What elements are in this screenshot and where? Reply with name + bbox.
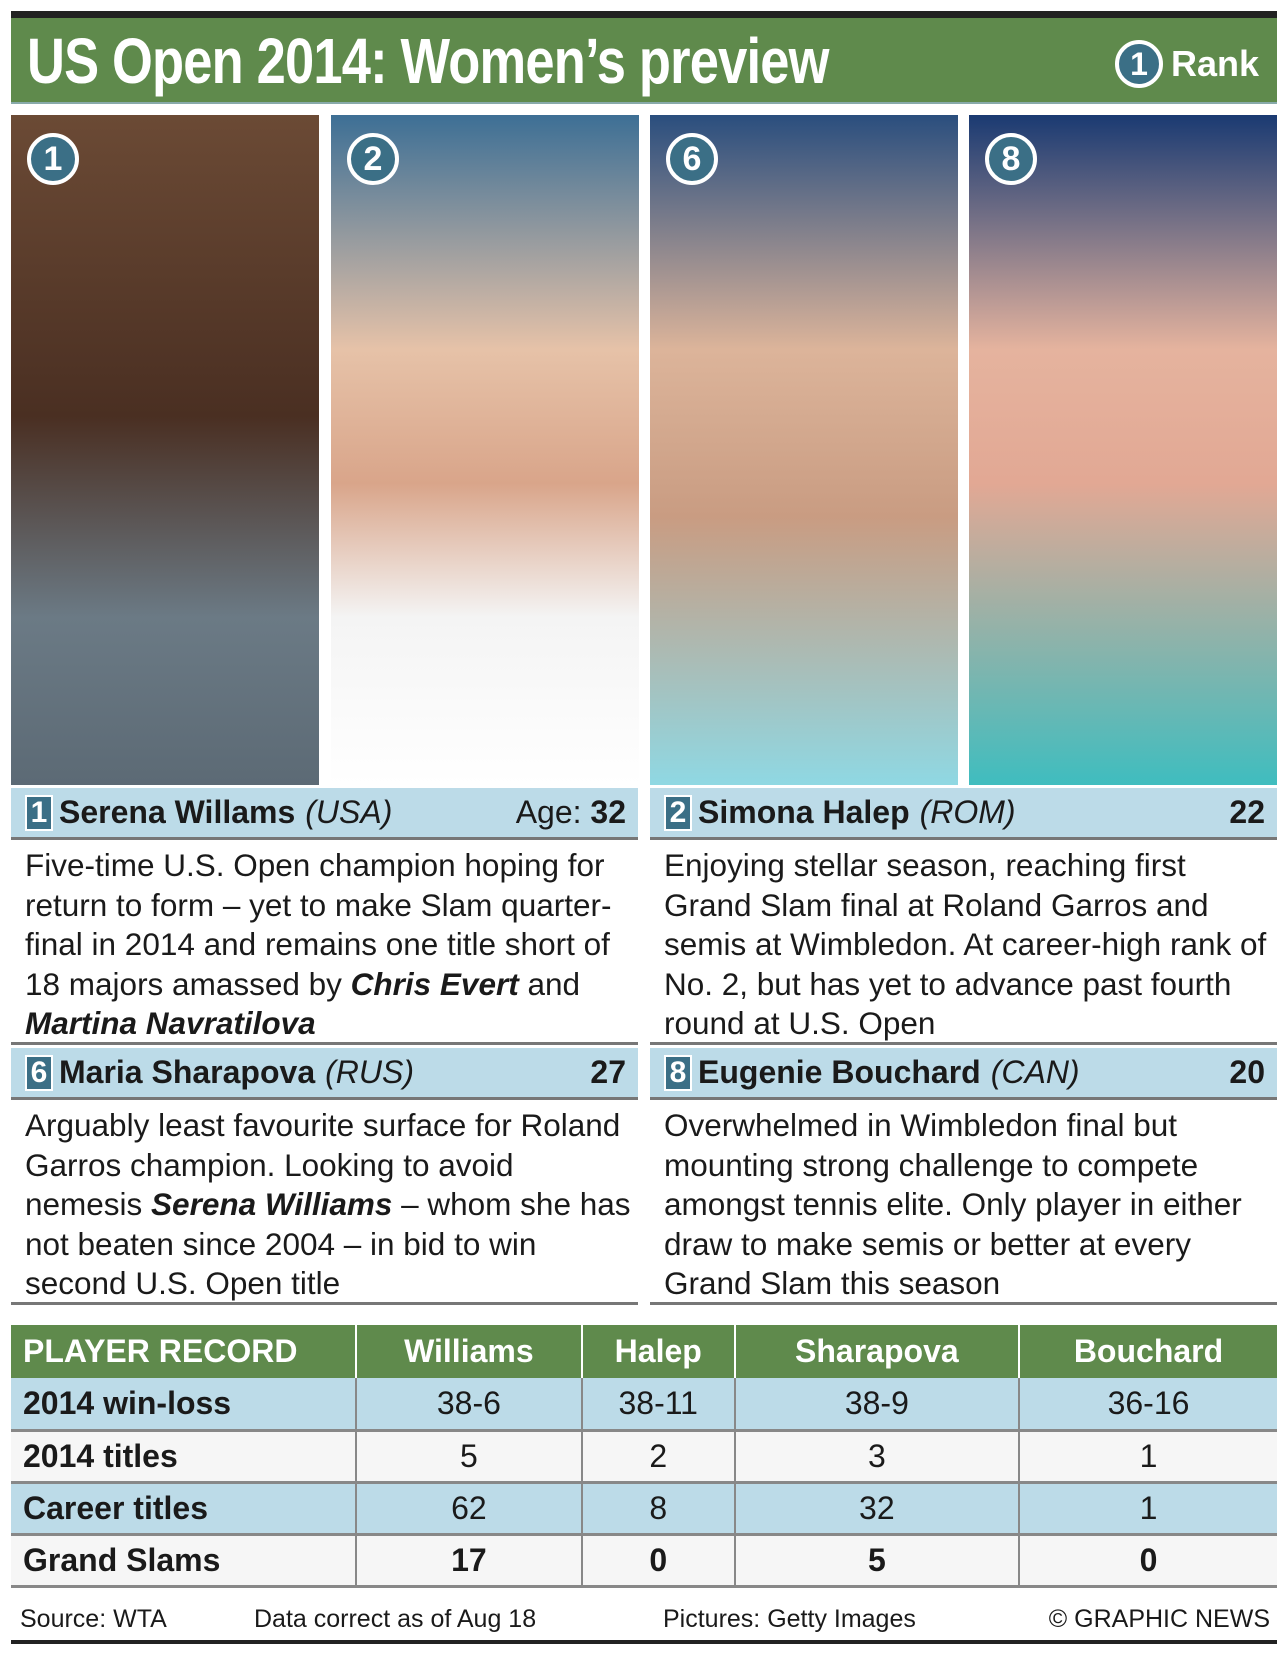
table-cell: 62 [355, 1482, 582, 1536]
table-row: Career titles 62 8 32 1 [11, 1482, 1277, 1536]
table-cell: 5 [355, 1430, 582, 1484]
player-name: Simona Halep [698, 794, 910, 830]
player-name: Serena Willams [59, 794, 296, 830]
player-age: 22 [1229, 794, 1265, 831]
table-cell: 5 [733, 1534, 1019, 1588]
table-cell: 38-9 [733, 1378, 1019, 1432]
eugenie-bouchard-photo: 8 [969, 115, 1277, 785]
table-cell: 38-6 [355, 1378, 582, 1432]
row-label: Grand Slams [11, 1534, 356, 1588]
table-cell: 2 [580, 1430, 735, 1484]
rank-badge-icon: 1 [27, 133, 79, 185]
rank-badge-icon: 6 [666, 133, 718, 185]
rank-legend: 1 Rank [1114, 40, 1259, 88]
column-header: PLAYER RECORD [11, 1325, 356, 1378]
table-cell: 17 [355, 1534, 582, 1588]
rank-square: 2 [664, 794, 692, 831]
simona-halep-photo: 2 [331, 115, 639, 785]
table-row: 2014 titles 5 2 3 1 [11, 1430, 1277, 1484]
table-cell: 3 [733, 1430, 1019, 1484]
column-header: Bouchard [1017, 1325, 1277, 1378]
column-header: Sharapova [733, 1325, 1019, 1378]
player-age: Age: 32 [516, 794, 626, 831]
footer: Source: WTA Data correct as of Aug 18 Pi… [20, 1605, 1270, 1637]
player-description: Overwhelmed in Wimbledon final but mount… [650, 1100, 1277, 1305]
pictures-credit: Pictures: Getty Images [663, 1605, 916, 1633]
table-cell: 38-11 [580, 1378, 735, 1432]
age-value: 22 [1229, 794, 1265, 830]
description-text: and [518, 965, 581, 1002]
copyright: © GRAPHIC NEWS [1048, 1605, 1270, 1633]
table-cell: 1 [1017, 1430, 1277, 1484]
rank-square: 1 [25, 794, 53, 831]
table-cell: 0 [580, 1534, 735, 1588]
header-bar: US Open 2014: Women’s preview 1 Rank [11, 18, 1277, 104]
table-row: Grand Slams 17 0 5 0 [11, 1534, 1277, 1588]
table-cell: 1 [1017, 1482, 1277, 1536]
table-cell: 0 [1017, 1534, 1277, 1588]
bottom-rule [11, 1640, 1277, 1644]
table-row: 2014 win-loss 38-6 38-11 38-9 36-16 [11, 1378, 1277, 1432]
player-name-bar: 1 Serena Willams (USA) Age: 32 [11, 788, 638, 840]
row-label: Career titles [11, 1482, 356, 1536]
description-text: Arguably least favourite surface for Rol… [25, 1107, 621, 1222]
highlighted-name: Serena Williams [151, 1186, 393, 1222]
player-name-bar: 2 Simona Halep (ROM) 22 [650, 788, 1277, 840]
highlighted-name: Chris Evert [350, 965, 519, 1002]
highlighted-name: Martina Navratilova [25, 1005, 316, 1041]
age-label: Age: [515, 794, 582, 830]
table-cell: 8 [580, 1482, 735, 1536]
player-record-table: PLAYER RECORD Williams Halep Sharapova Bouch… [11, 1325, 1277, 1588]
player-description: Arguably least favourite surface for Rol… [11, 1100, 638, 1305]
player-name-bar: 8 Eugenie Bouchard (CAN) 20 [650, 1048, 1277, 1100]
column-header: Williams [355, 1325, 582, 1378]
player-description: Enjoying stellar season, reaching first … [650, 840, 1277, 1045]
description-text: Enjoying stellar season, reaching first … [664, 847, 1267, 1041]
description-text: Five-time U.S. Open champion hoping for … [25, 847, 612, 1002]
maria-sharapova-photo: 6 [650, 115, 958, 785]
rank-badge-icon: 2 [347, 133, 399, 185]
rank-badge-icon: 8 [985, 133, 1037, 185]
top-rule [11, 11, 1277, 18]
player-name: Eugenie Bouchard [698, 1054, 981, 1090]
player-age: 27 [590, 1054, 626, 1091]
age-value: 32 [590, 794, 626, 830]
page-title: US Open 2014: Women’s preview [27, 25, 829, 97]
player-name: Maria Sharapova [59, 1054, 316, 1090]
rank-square: 6 [25, 1054, 53, 1091]
data-date-note: Data correct as of Aug 18 [254, 1605, 537, 1633]
column-header: Halep [580, 1325, 735, 1378]
age-value: 27 [590, 1054, 626, 1090]
player-age: 20 [1229, 1054, 1265, 1091]
table-header-row: PLAYER RECORD Williams Halep Sharapova Bouch… [11, 1325, 1277, 1378]
description-text: – whom she has not beaten since 2004 – i… [25, 1186, 631, 1301]
row-label: 2014 win-loss [11, 1378, 356, 1432]
player-name-bar: 6 Maria Sharapova (RUS) 27 [11, 1048, 638, 1100]
player-country: (ROM) [919, 794, 1016, 830]
row-label: 2014 titles [11, 1430, 356, 1484]
player-country: (RUS) [325, 1054, 414, 1090]
player-description: Five-time U.S. Open champion hoping for … [11, 840, 638, 1045]
table-cell: 32 [733, 1482, 1019, 1536]
player-country: (CAN) [990, 1054, 1080, 1090]
player-country: (USA) [305, 794, 393, 830]
age-value: 20 [1229, 1054, 1265, 1090]
source-note: Source: WTA [20, 1605, 167, 1633]
rank-square: 8 [664, 1054, 692, 1091]
serena-williams-photo: 1 [11, 115, 319, 785]
rank-legend-label: Rank [1170, 43, 1259, 84]
rank-badge-icon: 1 [1114, 40, 1163, 88]
table-cell: 36-16 [1017, 1378, 1277, 1432]
description-text: Overwhelmed in Wimbledon final but mount… [664, 1107, 1242, 1301]
